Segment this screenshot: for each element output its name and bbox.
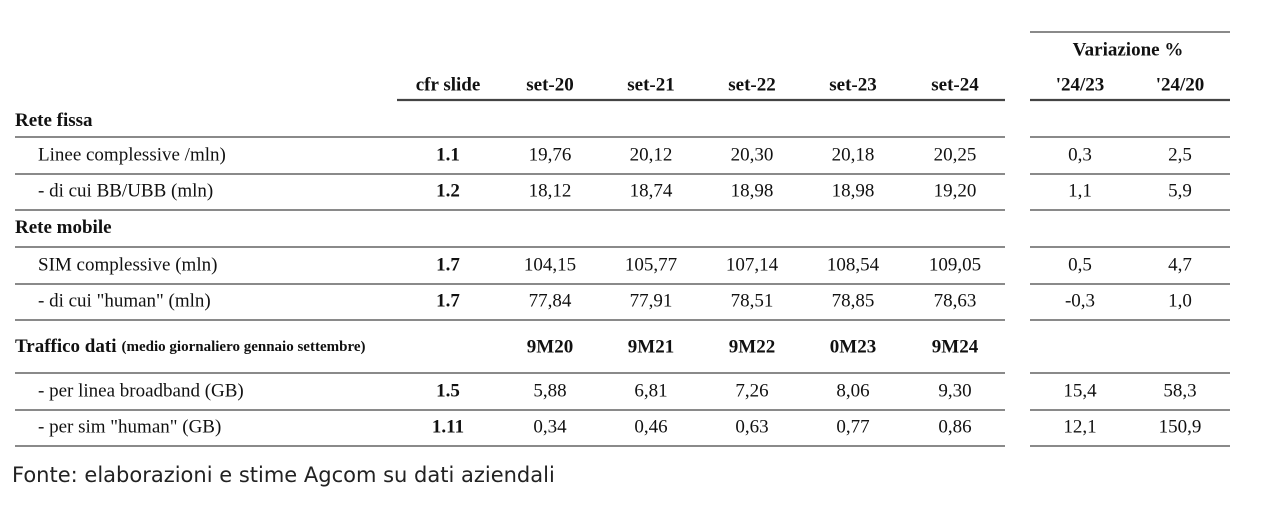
column-header: set-22 — [728, 74, 775, 95]
cell: 19,20 — [934, 180, 977, 201]
cell: 5,9 — [1168, 180, 1192, 201]
column-header: set-21 — [627, 74, 674, 95]
cell: 12,1 — [1063, 416, 1096, 437]
cell: 20,30 — [731, 144, 774, 165]
section-subtitle: (medio giornaliero gennaio settembre) — [122, 339, 366, 355]
column-header: '24/23 — [1056, 74, 1105, 95]
cell: 107,14 — [726, 254, 779, 275]
section-title: Traffico dati (medio giornaliero gennaio … — [15, 336, 365, 357]
column-header: set-20 — [526, 74, 573, 95]
cell: 105,77 — [625, 254, 677, 275]
row-label: - di cui BB/UBB (mln) — [38, 180, 213, 201]
cell: 9,30 — [938, 380, 971, 401]
row-label: - per linea broadband (GB) — [38, 380, 244, 401]
row-label: SIM complessive (mln) — [38, 254, 217, 275]
cell: 15,4 — [1063, 380, 1097, 401]
cell: 0,63 — [735, 416, 768, 437]
row-label: Linee complessive /mln) — [38, 144, 226, 165]
slide-ref: 1.1 — [436, 144, 460, 165]
cell: 77,84 — [529, 290, 572, 311]
cell: 4,7 — [1168, 254, 1192, 275]
cell: 19,76 — [529, 144, 572, 165]
footer: Fonte: elaborazioni e stime Agcom su dat… — [12, 463, 555, 487]
row-label: - di cui "human" (mln) — [38, 290, 211, 311]
cell: 18,12 — [529, 180, 572, 201]
cell: 78,85 — [832, 290, 875, 311]
cell: 20,12 — [630, 144, 673, 165]
cell: 108,54 — [827, 254, 880, 275]
section-title: Rete mobile — [15, 217, 112, 238]
column-header: '24/20 — [1156, 74, 1205, 95]
cell: 18,74 — [630, 180, 673, 201]
slide-ref: 1.11 — [432, 416, 464, 437]
cell: 8,06 — [836, 380, 869, 401]
column-header: set-24 — [931, 74, 979, 95]
section-title-text: Rete fissa — [15, 110, 93, 131]
cell: 1,1 — [1068, 180, 1092, 201]
period-header: 0M23 — [830, 336, 876, 357]
cell: 0,86 — [938, 416, 971, 437]
variation-title: Variazione % — [1073, 39, 1184, 60]
cell: 0,5 — [1068, 254, 1092, 275]
cell: 1,0 — [1168, 290, 1192, 311]
column-header: cfr slide — [416, 74, 481, 95]
cell: 7,26 — [735, 380, 768, 401]
cell: -0,3 — [1065, 290, 1095, 311]
cell: 18,98 — [731, 180, 774, 201]
period-header: 9M21 — [628, 336, 674, 357]
cell: 18,98 — [832, 180, 875, 201]
cell: 77,91 — [630, 290, 673, 311]
cell: 109,05 — [929, 254, 981, 275]
cell: 0,3 — [1068, 144, 1092, 165]
period-header: 9M22 — [729, 336, 775, 357]
cell: 6,81 — [634, 380, 667, 401]
cell: 20,18 — [832, 144, 875, 165]
slide-ref: 1.5 — [436, 380, 460, 401]
cell: 104,15 — [524, 254, 576, 275]
section-title-text: Traffico dati — [15, 336, 117, 357]
cell: 78,51 — [731, 290, 774, 311]
period-header: 9M24 — [932, 336, 979, 357]
cell: 150,9 — [1159, 416, 1202, 437]
cell: 5,88 — [533, 380, 566, 401]
cell: 78,63 — [934, 290, 977, 311]
cell: 0,34 — [533, 416, 567, 437]
cell: 2,5 — [1168, 144, 1192, 165]
slide-ref: 1.7 — [436, 290, 460, 311]
section-title-text: Rete mobile — [15, 217, 112, 238]
slide-ref: 1.2 — [436, 180, 460, 201]
cell: 20,25 — [934, 144, 977, 165]
slide-ref: 1.7 — [436, 254, 460, 275]
row-label: - per sim "human" (GB) — [38, 416, 221, 437]
section-title: Rete fissa — [15, 110, 93, 131]
cell: 58,3 — [1163, 380, 1196, 401]
cell: 0,46 — [634, 416, 667, 437]
period-header: 9M20 — [527, 336, 573, 357]
cell: 0,77 — [836, 416, 869, 437]
column-header: set-23 — [829, 74, 876, 95]
